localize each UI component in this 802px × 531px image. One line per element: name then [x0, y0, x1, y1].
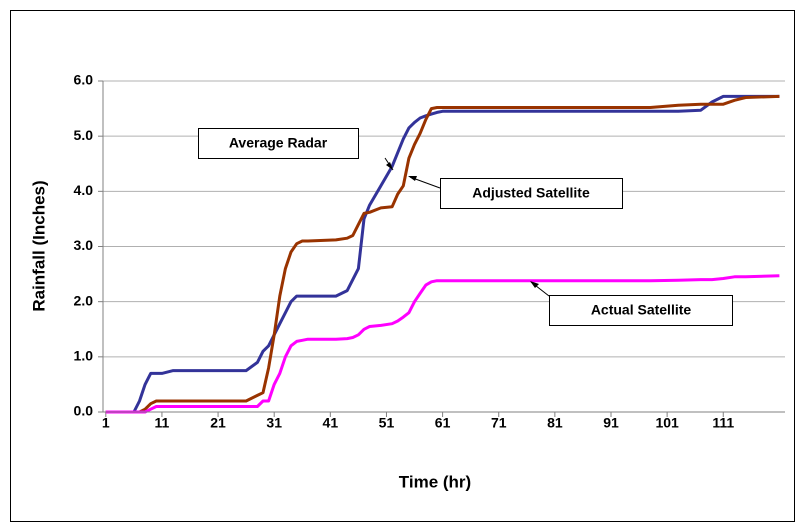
arrow-head: [408, 176, 417, 181]
legend-box: [198, 128, 359, 159]
x-tick-label: 31: [266, 415, 282, 431]
x-tick-label: 21: [210, 415, 226, 431]
y-tick-label: 1.0: [74, 348, 94, 364]
legend-label: Adjusted Satellite: [472, 185, 590, 201]
series-line: [105, 94, 780, 414]
x-tick-label: 1: [102, 415, 110, 431]
x-tick-label: 51: [379, 415, 395, 431]
y-tick-label: 5.0: [74, 127, 94, 143]
series-line: [105, 274, 780, 414]
x-tick-label: 101: [655, 415, 679, 431]
x-tick-label: 111: [712, 415, 734, 431]
y-axis-title: Rainfall (Inches): [29, 180, 48, 311]
y-tick-label: 3.0: [74, 237, 94, 253]
x-tick-label: 11: [155, 415, 170, 431]
y-tick-label: 6.0: [74, 72, 94, 88]
legend-box: [549, 295, 733, 326]
legend-box: [440, 178, 623, 209]
series-line: [105, 94, 780, 414]
arrow-head: [530, 281, 539, 288]
legend-label: Average Radar: [229, 135, 328, 151]
y-tick-label: 4.0: [74, 182, 94, 198]
grid: [98, 80, 785, 417]
x-tick-label: 41: [323, 415, 339, 431]
chart-border: [10, 10, 795, 522]
y-tick-label: 2.0: [74, 292, 94, 308]
x-tick-label: 71: [491, 415, 507, 431]
x-tick-label: 61: [435, 415, 451, 431]
annotations: Average Radar Adjusted Satellite Actual …: [198, 128, 733, 326]
y-tick-label: 0.0: [74, 403, 94, 419]
legend-label: Actual Satellite: [591, 302, 692, 318]
lines: [105, 94, 780, 414]
arrow-head: [386, 162, 393, 170]
x-axis-title: Time (hr): [399, 472, 471, 491]
x-tick-label: 81: [547, 415, 563, 431]
x-tick-label: 91: [603, 415, 619, 431]
